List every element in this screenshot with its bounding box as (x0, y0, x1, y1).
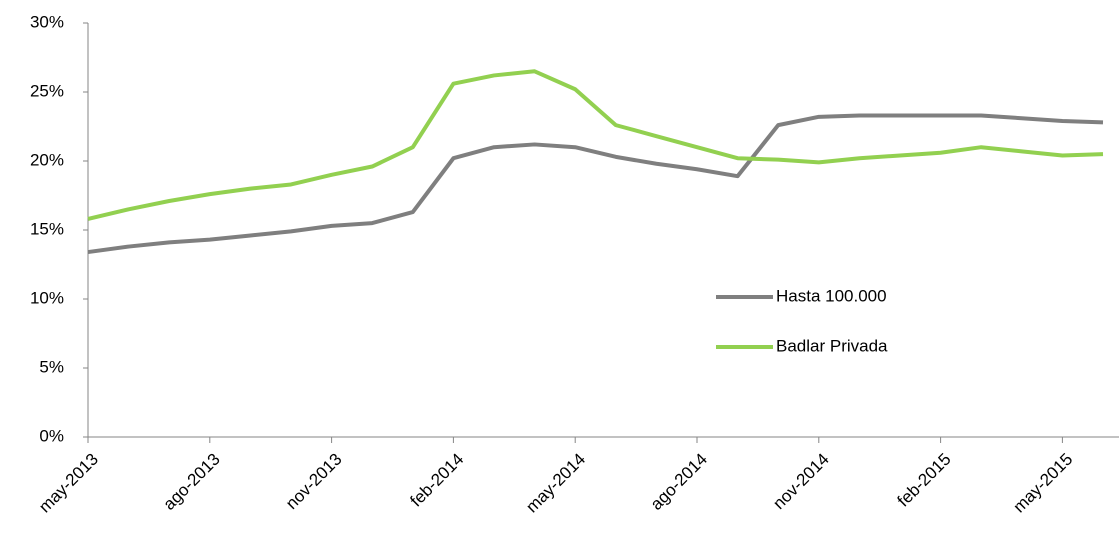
legend-label: Hasta 100.000 (776, 286, 887, 305)
x-tick-label: feb-2014 (406, 450, 467, 511)
x-tick-label: nov-2014 (769, 450, 833, 514)
y-tick-label: 0% (39, 426, 64, 445)
y-tick-label: 10% (30, 288, 64, 307)
x-tick-label: nov-2013 (282, 450, 346, 514)
y-tick-label: 20% (30, 150, 64, 169)
x-tick-label: ago-2013 (160, 450, 224, 514)
x-tick-label: feb-2015 (894, 450, 955, 511)
y-tick-label: 5% (39, 357, 64, 376)
x-tick-label: ago-2014 (647, 450, 711, 514)
series-line (87, 69, 1104, 221)
x-tick-label: may-2014 (522, 450, 589, 517)
legend-label: Badlar Privada (776, 336, 888, 355)
series-line (87, 113, 1104, 255)
x-tick-label: may-2013 (35, 450, 102, 517)
y-tick-label: 25% (30, 81, 64, 100)
y-tick-label: 15% (30, 219, 64, 238)
y-tick-label: 30% (30, 12, 64, 31)
x-tick-label: may-2015 (1010, 450, 1077, 517)
